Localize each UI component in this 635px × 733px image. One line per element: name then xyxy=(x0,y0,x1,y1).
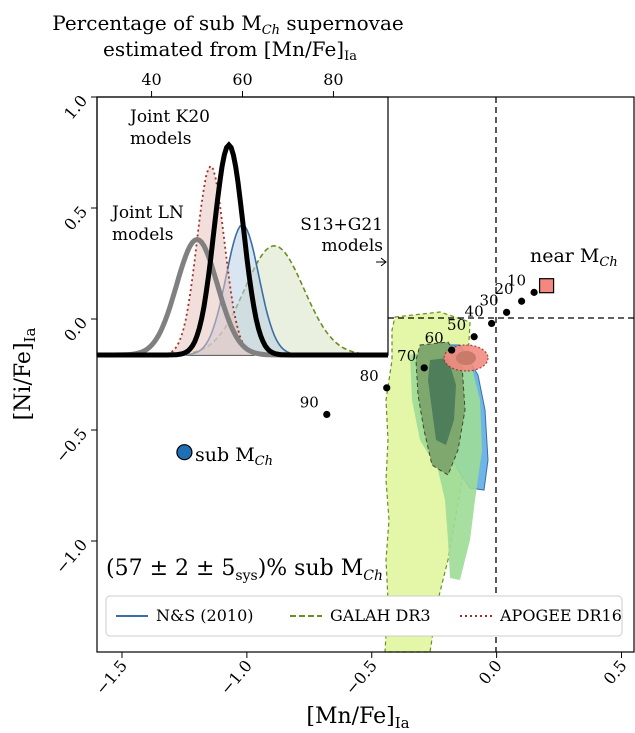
top-tick-label: 80 xyxy=(323,70,343,89)
model-point-label: 90 xyxy=(300,393,319,411)
model-point-label: 10 xyxy=(507,271,526,289)
legend-label-ns: N&S (2010) xyxy=(156,606,254,625)
y-tick-label: 0.0 xyxy=(60,313,91,345)
model-point xyxy=(420,364,428,372)
inset-curve-fill xyxy=(97,224,388,355)
model-point xyxy=(530,288,538,296)
inset-k20-label: Joint K20 xyxy=(128,107,210,127)
model-point xyxy=(383,384,391,392)
model-point xyxy=(518,297,526,305)
legend-label-apogee: APOGEE DR16 xyxy=(499,606,622,625)
y-tick-label: −0.5 xyxy=(52,424,92,466)
top-axis-ticks: 40 60 80 xyxy=(141,70,344,97)
y-axis-ticks: 1.0 0.5 0.0 −0.5 −1.0 xyxy=(52,91,97,577)
inset-k20-label-2: models xyxy=(130,129,191,149)
inset-s13-arrow xyxy=(376,257,387,267)
x-axis-ticks: −1.5 −1.0 −0.5 0.0 0.5 xyxy=(92,652,631,698)
y-tick-label: 0.5 xyxy=(60,202,91,234)
x-axis-title: [Mn/Fe]Ia xyxy=(306,704,409,732)
top-tick-label: 40 xyxy=(141,70,161,89)
model-point-label: 30 xyxy=(480,291,499,309)
top-axis-title-line1: Percentage of sub MCh supernovae xyxy=(52,11,403,38)
result-annotation: (57 ± 2 ± 5sys)% sub MCh xyxy=(106,556,383,584)
inset-s13-label: S13+G21 xyxy=(300,215,383,235)
inset-s13-label-2: models xyxy=(322,236,383,256)
model-point-label: 80 xyxy=(360,367,379,385)
top-tick-label: 60 xyxy=(232,70,252,89)
model-point-label: 40 xyxy=(465,302,484,320)
sub-mch-marker xyxy=(176,444,193,461)
inset-curve xyxy=(97,141,388,358)
model-point-label: 50 xyxy=(447,316,466,334)
y-axis-title: [Ni/Fe]Ia xyxy=(11,328,39,421)
model-point xyxy=(488,319,496,328)
legend-label-galah: GALAH DR3 xyxy=(330,606,431,625)
inset-curves xyxy=(97,141,388,358)
legend: N&S (2010) GALAH DR3 APOGEE DR16 xyxy=(105,595,623,637)
near-mch-marker xyxy=(538,278,555,294)
model-point-label: 60 xyxy=(425,329,444,347)
model-point-label: 70 xyxy=(397,347,416,365)
inset-panel: Joint K20 models Joint LN models S13+G21… xyxy=(96,96,389,358)
inset-ln-label: Joint LN xyxy=(110,203,184,223)
y-tick-label: 1.0 xyxy=(60,91,91,123)
x-tick-label: −1.5 xyxy=(92,656,132,698)
near-mch-label: near MCh xyxy=(530,245,618,270)
x-tick-label: −1.0 xyxy=(216,656,256,698)
x-tick-label: −0.5 xyxy=(341,656,381,698)
x-tick-label: 0.0 xyxy=(475,656,506,688)
x-tick-label: 0.5 xyxy=(600,656,631,688)
top-axis-title-line2: estimated from [Mn/Fe]Ia xyxy=(103,37,357,64)
y-tick-label: −1.0 xyxy=(52,535,92,577)
inset-ln-label-2: models xyxy=(112,225,173,245)
dark-region-inner xyxy=(428,358,456,445)
model-point xyxy=(323,410,331,419)
sub-mch-label: sub MCh xyxy=(195,444,273,469)
model-point xyxy=(503,308,511,316)
model-point xyxy=(470,333,478,341)
model-point-label: 20 xyxy=(495,280,514,298)
model-point xyxy=(448,346,456,354)
